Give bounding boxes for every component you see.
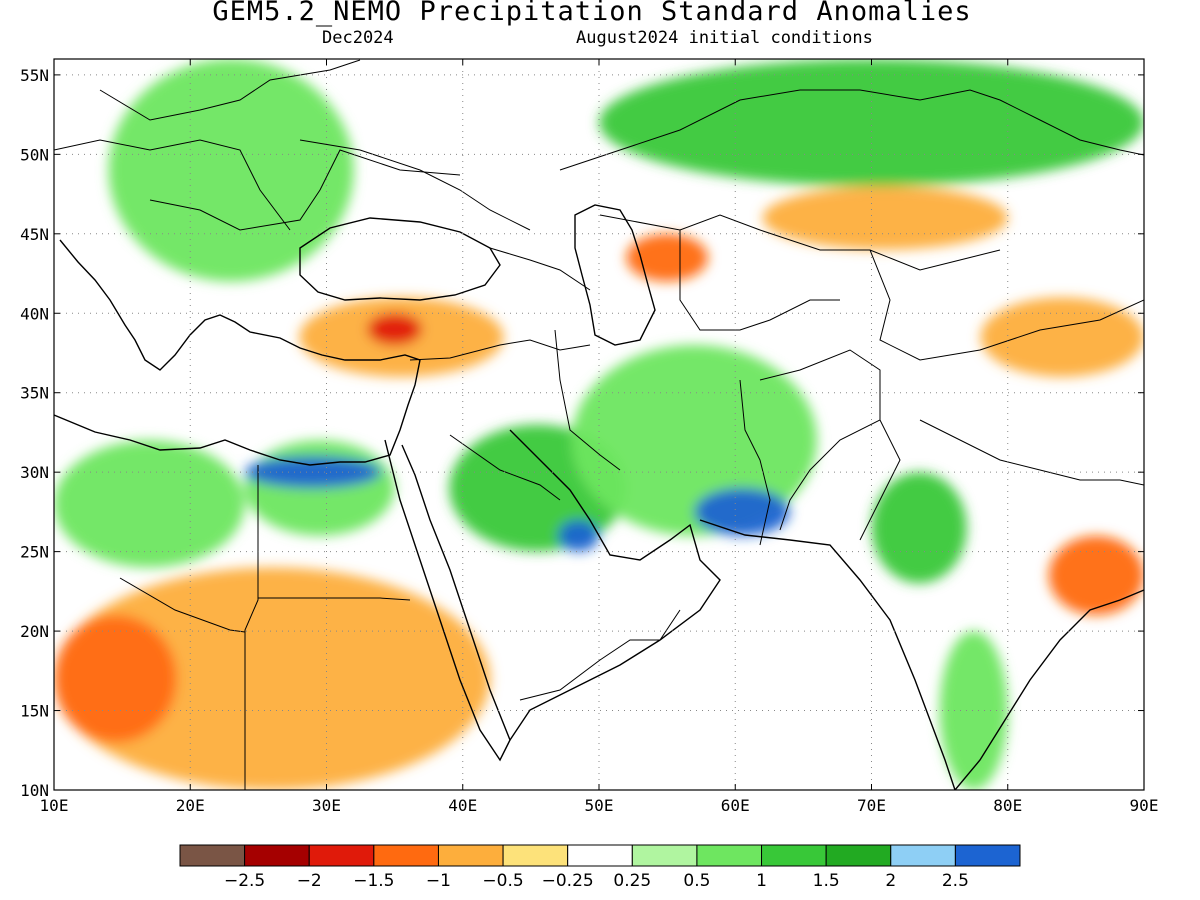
border-pakistan-india: [859, 419, 901, 541]
caspian-sea-coast: [574, 204, 656, 346]
lon-tick-label: 70E: [857, 796, 886, 815]
lat-tick-label: 50N: [20, 145, 49, 164]
border-europe-3: [149, 149, 461, 231]
anomaly-region-8: [694, 488, 790, 536]
lat-tick-label: 55N: [20, 66, 49, 85]
south-asia-coast: [699, 519, 1144, 790]
anomaly-region-7: [571, 345, 817, 536]
border-turkey-syria: [409, 339, 591, 361]
border-arabia: [449, 434, 561, 501]
initial-conditions-label: August2024 initial conditions: [576, 28, 873, 48]
border-china: [869, 249, 1144, 361]
lon-tick-label: 20E: [176, 796, 205, 815]
border-egypt-sudan: [258, 597, 411, 601]
anomaly-region-0: [54, 567, 490, 790]
border-caucasus: [489, 247, 591, 291]
anomaly-region-17: [871, 472, 967, 584]
legend-swatch: [631, 844, 698, 867]
arabia-gulf-coast: [509, 429, 721, 741]
lon-tick-label: 80E: [993, 796, 1022, 815]
coastlines: [54, 204, 1144, 790]
anomaly-blobs: [54, 59, 1144, 790]
legend-swatch: [890, 844, 956, 867]
legend-label: 1.5: [813, 871, 840, 891]
lat-tick-label: 15N: [20, 702, 49, 721]
legend-swatch: [308, 844, 375, 867]
legend-label: −2: [297, 871, 322, 891]
anomaly-field: [54, 59, 1144, 790]
anomaly-region-16: [108, 59, 354, 282]
anomaly-region-6: [558, 519, 599, 552]
legend-label: 2: [885, 871, 896, 891]
legend-label: 0.5: [683, 871, 710, 891]
colorbar-legend: −2.5 −2 −1.5 −1 −0.5 −0.25 0.25 0.5 1 1.5 2 2.5: [179, 844, 1021, 891]
anomaly-region-15: [1048, 535, 1144, 616]
lon-tick-label: 50E: [585, 796, 614, 815]
lon-tick-label: 30E: [312, 796, 341, 815]
legend-label: −0.5: [482, 871, 523, 891]
border-europe-1: [54, 139, 291, 231]
anomaly-region-10: [367, 313, 422, 346]
anomaly-region-12: [599, 59, 1144, 187]
border-ukraine: [299, 139, 531, 231]
lat-tick-label: 40N: [20, 304, 49, 323]
anomaly-region-11: [626, 233, 708, 282]
border-libya-egypt: [244, 465, 259, 790]
border-iran-afghanistan: [739, 379, 771, 546]
border-kazakhstan: [599, 214, 1001, 271]
legend-swatch: [954, 844, 1021, 867]
legend-swatch: [244, 844, 310, 867]
lat-tick-label: 30N: [20, 463, 49, 482]
lon-tick-label: 60E: [721, 796, 750, 815]
anomaly-region-2: [54, 440, 245, 568]
black-sea-coast: [299, 217, 501, 301]
anomaly-region-18: [939, 631, 1008, 790]
lat-tick-label: 25N: [20, 543, 49, 562]
legend-swatch: [761, 844, 827, 867]
anomaly-region-3: [244, 440, 395, 536]
lon-tick-label: 10E: [40, 796, 69, 815]
legend-label: −1.5: [353, 871, 394, 891]
anomaly-region-1: [54, 615, 177, 743]
legend-label: −0.25: [542, 871, 594, 891]
red-sea-coast: [384, 439, 511, 762]
lat-tick-label: 45N: [20, 225, 49, 244]
legend-swatch: [502, 844, 569, 867]
axis-ticks: 10E 20E 30E 40E 50E 60E 70E 80E 90E 10N 15N 20N 25N 3…: [20, 59, 1158, 815]
legend-swatch: [373, 844, 439, 867]
border-chad: [119, 577, 246, 633]
lat-tick-label: 20N: [20, 622, 49, 641]
mediterranean-coast: [54, 239, 421, 466]
lat-tick-label: 35N: [20, 384, 49, 403]
legend-label: 0.25: [613, 871, 651, 891]
legend-label: 2.5: [942, 871, 969, 891]
anomaly-region-14: [980, 297, 1144, 377]
forecast-month: Dec2024: [322, 28, 394, 48]
legend-label: −1: [426, 871, 451, 891]
country-borders: [54, 59, 1144, 790]
lat-tick-label: 10N: [20, 781, 49, 800]
border-russia-kazakhstan: [559, 89, 1144, 171]
map-title: GEM5.2_NEMO Precipitation Standard Anoma…: [212, 0, 972, 27]
legend-label: −2.5: [224, 871, 265, 891]
border-europe-2: [99, 59, 361, 121]
legend-label: 1: [756, 871, 767, 891]
anomaly-region-13: [762, 186, 1008, 250]
legend-swatch: [567, 844, 633, 867]
border-india-nepal: [919, 419, 1144, 486]
border-yemen-oman: [519, 609, 681, 701]
border-iraq-iran: [554, 329, 621, 471]
lon-tick-label: 40E: [448, 796, 477, 815]
legend-swatch: [825, 844, 892, 867]
legend-swatch: [696, 844, 763, 867]
legend-swatch: [179, 844, 246, 867]
lon-tick-label: 90E: [1130, 796, 1159, 815]
legend-swatch: [437, 844, 504, 867]
border-uzbekistan: [679, 230, 840, 331]
